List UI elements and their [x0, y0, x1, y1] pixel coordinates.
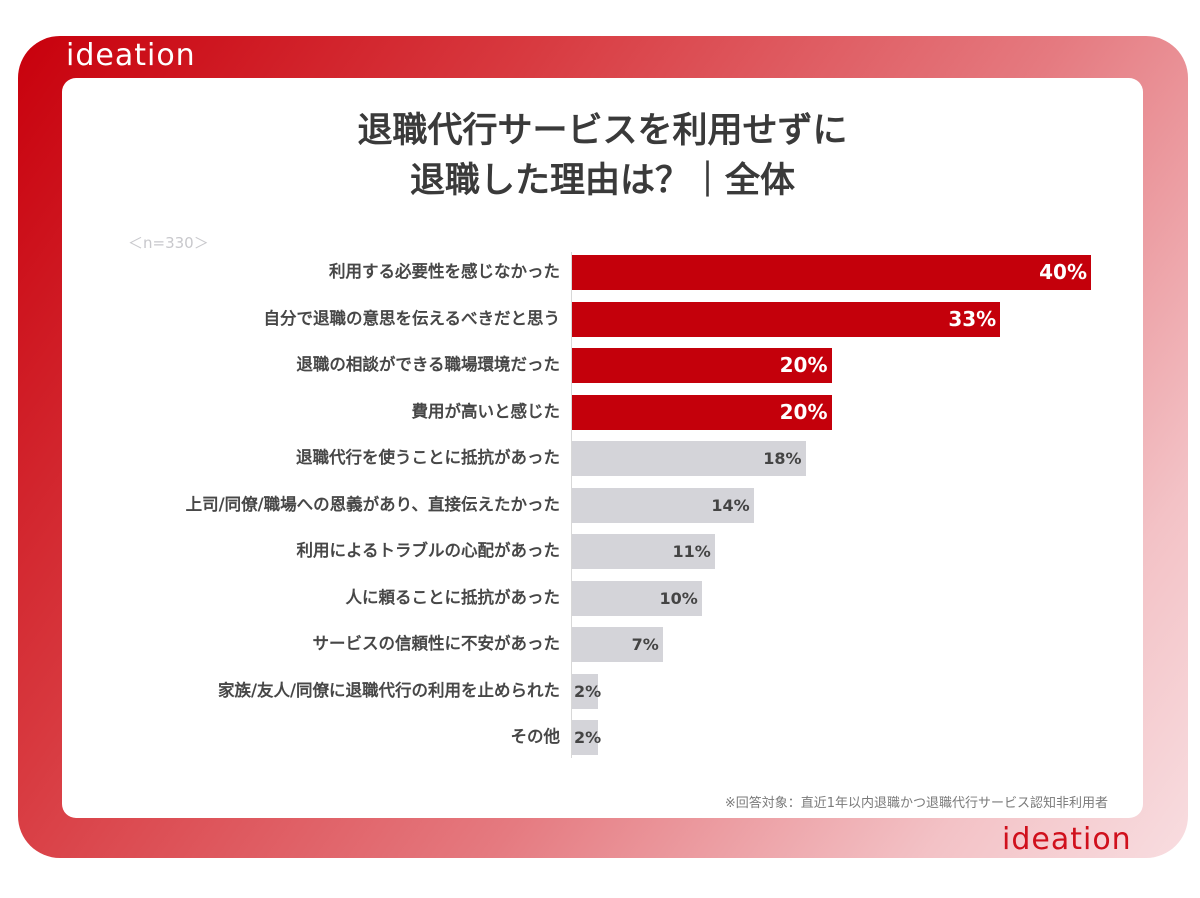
value-label: 20%: [779, 353, 828, 377]
value-label: 33%: [948, 306, 997, 331]
title-line-2: 退職した理由は？｜全体: [409, 161, 795, 201]
value-label: 40%: [1039, 260, 1087, 284]
value-label: 2%: [574, 681, 602, 701]
category-label: 自分で退職の意思を伝えるべきだと思う: [263, 308, 560, 328]
category-label: 上司/同僚/職場への恩義があり、直接伝えたかった: [185, 494, 560, 514]
value-label: 7%: [631, 635, 659, 654]
title-line-1: 退職代行サービスを利用せずに: [357, 111, 848, 151]
bar: [572, 301, 1001, 337]
sample-size: ＜n=330＞: [128, 234, 209, 252]
category-label: 費用が高いと感じた: [411, 401, 561, 421]
bar: [572, 627, 663, 662]
category-label: 退職の相談ができる職場環境だった: [296, 355, 560, 374]
bar: [572, 673, 598, 709]
ideation-logo-top: ideation: [66, 38, 196, 73]
category-label: 家族/友人/同僚に退職代行の利用を止められた: [217, 680, 560, 700]
bar: [572, 720, 598, 755]
bar: [572, 580, 702, 616]
category-label: 退職代行を使うことに抵抗があった: [296, 448, 560, 467]
bar: [572, 394, 832, 430]
category-label: サービスの信頼性に不安があった: [312, 634, 561, 653]
bar: [572, 487, 754, 523]
value-label: 10%: [659, 588, 698, 608]
value-label: 20%: [779, 399, 828, 424]
value-label: 2%: [574, 728, 602, 747]
ideation-logo-bottom: ideation: [1002, 822, 1132, 857]
category-label: 利用によるトラブルの心配があった: [296, 541, 560, 560]
value-label: 11%: [672, 542, 711, 561]
chart-title: 退職代行サービスを利用せずに 退職した理由は？｜全体: [62, 106, 1143, 206]
bar: [572, 441, 806, 476]
bar: [572, 348, 832, 383]
value-label: 14%: [711, 495, 750, 515]
bar: [572, 534, 715, 569]
category-label: 人に頼ることに抵抗があった: [345, 587, 561, 607]
category-label: 利用する必要性を感じなかった: [329, 262, 560, 281]
bar: [572, 255, 1091, 290]
value-label: 18%: [763, 449, 802, 468]
category-axis-line: [571, 252, 572, 758]
footnote: ※回答対象：直近1年以内退職かつ退職代行サービス認知非利用者: [724, 796, 1108, 811]
category-label: その他: [510, 727, 561, 746]
